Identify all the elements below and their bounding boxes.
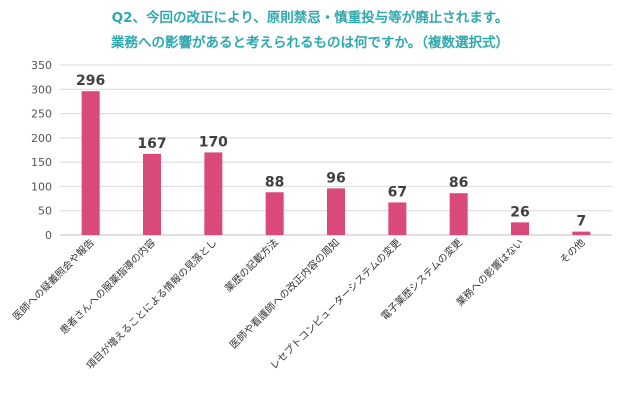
bar: [449, 193, 468, 235]
data-label: 7: [576, 214, 586, 230]
bars: [81, 91, 591, 235]
bar: [143, 153, 161, 235]
bar: [204, 152, 223, 235]
data-label: 96: [326, 170, 345, 186]
x-tick-label: レセプトコンピューターシステムの変更: [267, 236, 403, 372]
data-label: 86: [449, 175, 468, 191]
data-label: 170: [199, 134, 228, 150]
data-labels: 296 167 170 88 96 67 86 26 7: [76, 73, 586, 229]
x-axis: 医師への疑義照会や報告患者さんへの服薬指導の内容項目が増えることによる情報の見落…: [10, 236, 588, 372]
bar: [511, 222, 529, 235]
title-line-1: Q2、今回の改正により、原則禁忌・慎重投与等が廃止されます。: [111, 10, 509, 26]
data-label: 67: [388, 184, 407, 200]
data-label: 167: [137, 136, 166, 152]
data-label: 88: [265, 174, 284, 190]
y-axis: 0 50 100 150 200 250 300 350: [31, 59, 52, 242]
y-tick-label: 150: [31, 156, 52, 169]
y-tick-label: 0: [45, 229, 52, 242]
bar: [265, 192, 284, 235]
x-tick-label: 医師や看護師への改正内容の周知: [227, 236, 342, 351]
x-tick-label: その他: [557, 236, 587, 266]
y-tick-label: 100: [31, 180, 52, 193]
bar: [81, 91, 100, 235]
x-tick-label: 患者さんへの服薬指導の内容: [57, 236, 158, 337]
y-tick-label: 50: [38, 205, 52, 218]
data-label: 296: [76, 73, 105, 89]
bar: [572, 231, 591, 235]
y-tick-label: 200: [31, 132, 52, 145]
y-tick-label: 250: [31, 108, 52, 121]
x-tick-label: 業務への影響はない: [453, 236, 526, 309]
y-tick-label: 350: [31, 59, 52, 72]
x-tick-label: 薬歴の記載方法: [222, 236, 281, 295]
x-tick-label: 項目が増えることによる情報の見落とし: [83, 236, 219, 372]
bar: [327, 188, 345, 235]
data-label: 26: [510, 204, 529, 220]
title-line-2: 業務への影響があると考えられるものは何ですか。（複数選択式）: [111, 35, 509, 51]
y-tick-label: 300: [31, 83, 52, 96]
bar: [388, 202, 407, 235]
